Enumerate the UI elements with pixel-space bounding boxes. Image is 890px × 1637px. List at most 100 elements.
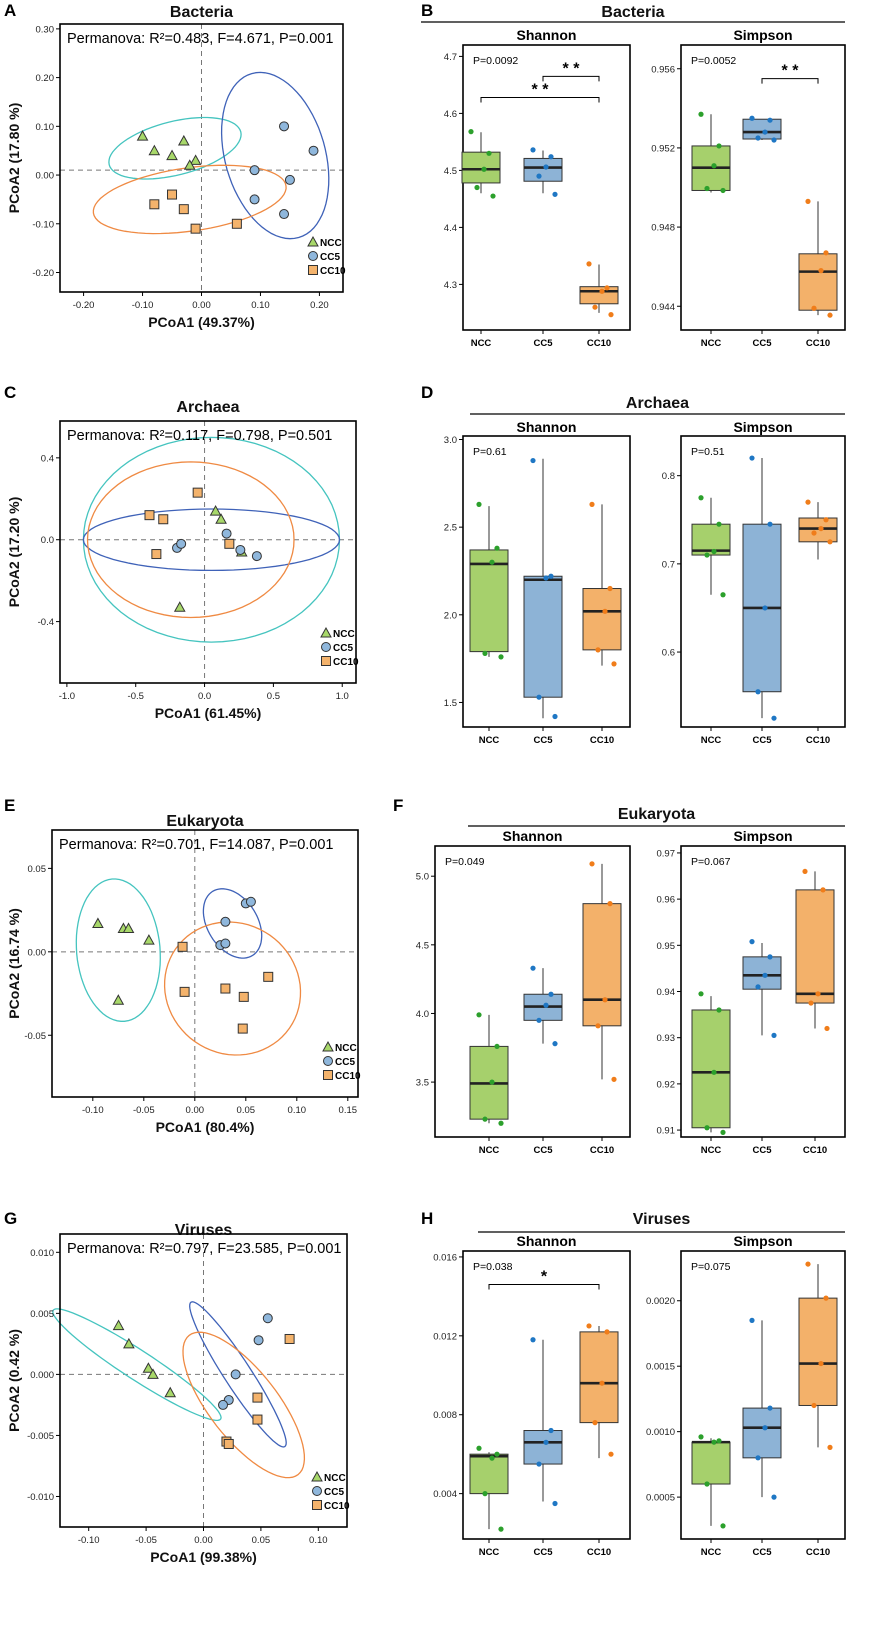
sample-point-cc5 <box>762 129 768 135</box>
box-cc10 <box>798 1297 838 1406</box>
alpha-diversity-panel-x-simpson: Simpson 0.6 0.7 0.8 NCC CC5 CC10 P=0.51 <box>662 419 846 746</box>
point-cc10 <box>252 1414 263 1425</box>
y-tick-label: 4.5 <box>416 940 429 951</box>
legend-marker-cc10 <box>308 265 318 275</box>
x-category-label: NCC <box>701 735 722 746</box>
index-subtitle: Shannon <box>517 1233 577 1249</box>
x-tick-label: 0.15 <box>339 1105 358 1116</box>
panel-letter: H <box>421 1209 433 1228</box>
x-category-label: NCC <box>701 338 722 349</box>
sample-point-cc5 <box>771 137 777 143</box>
x-category-label: NCC <box>479 735 500 746</box>
sample-point-cc10 <box>818 525 824 532</box>
sample-point-ncc <box>716 521 722 527</box>
plot-frame <box>59 420 357 684</box>
plot-frame <box>51 829 359 1098</box>
p-value: P=0.51 <box>691 446 725 458</box>
box-cc10 <box>798 517 838 543</box>
point-ncc <box>123 1337 135 1349</box>
sample-point-cc10 <box>604 1329 610 1335</box>
confidence-ellipse-ncc <box>75 878 161 1022</box>
x-tick-label: -0.5 <box>128 691 144 702</box>
y-tick-label: 1.5 <box>444 698 457 709</box>
sample-point-cc5 <box>552 1041 558 1047</box>
y-axis-title: PCoA2 (0.42 %) <box>6 1329 22 1432</box>
sample-point-cc10 <box>802 868 808 875</box>
legend-marker-cc5 <box>321 642 331 652</box>
panel-letter: B <box>421 1 433 20</box>
box-ncc <box>691 1009 731 1129</box>
sample-point-ncc <box>720 187 726 194</box>
legend-label-ncc: NCC <box>333 629 355 640</box>
sample-point-cc5 <box>530 965 536 971</box>
y-tick-label: 0.95 <box>657 941 676 952</box>
y-tick-label: 0.92 <box>657 1079 676 1090</box>
sample-point-ncc <box>489 1079 495 1085</box>
confidence-ellipse-cc5 <box>189 1301 287 1448</box>
point-ncc <box>209 505 222 516</box>
x-tick-label: 0.00 <box>192 300 211 311</box>
y-tick-label: 5.0 <box>416 872 429 883</box>
y-tick-label: -0.20 <box>32 268 54 279</box>
sample-point-ncc <box>482 1491 488 1497</box>
point-cc5 <box>262 1313 273 1324</box>
panel-letter: A <box>4 1 16 20</box>
point-cc10 <box>192 487 203 498</box>
sample-point-cc10 <box>586 261 592 267</box>
panel-title: Viruses <box>633 1211 691 1228</box>
sample-point-cc10 <box>808 1000 814 1006</box>
sample-point-cc10 <box>602 608 608 614</box>
confidence-ellipse-ncc <box>108 116 242 180</box>
point-ncc <box>142 1362 155 1373</box>
sample-point-ncc <box>476 501 482 507</box>
point-cc10 <box>144 510 155 521</box>
panel-title: Archaea <box>176 399 239 416</box>
y-tick-label: -0.010 <box>27 1492 54 1503</box>
point-cc5 <box>230 1369 241 1380</box>
sample-point-cc10 <box>827 1444 833 1450</box>
panel-letter: G <box>4 1209 17 1228</box>
x-category-label: CC5 <box>533 338 553 349</box>
box-ncc <box>469 1453 509 1495</box>
box-ncc <box>461 151 501 184</box>
index-subtitle: Simpson <box>733 27 792 43</box>
y-tick-label: 0.000 <box>30 1370 54 1381</box>
plot-frame <box>680 1250 846 1540</box>
sample-point-ncc <box>494 545 500 551</box>
legend-marker-ncc <box>322 1040 334 1052</box>
legend-marker-ncc <box>320 626 332 638</box>
x-tick-label: 0.05 <box>252 1535 271 1546</box>
y-tick-label: 0.93 <box>657 1033 676 1044</box>
y-tick-label: 4.3 <box>444 280 457 291</box>
alpha-diversity-panel-h-shannon: H Viruses Shannon 0.004 0.008 0.012 0.016 NCC CC… <box>421 1209 845 1558</box>
confidence-ellipse-cc5 <box>82 508 341 572</box>
confidence-ellipse-ncc <box>82 436 341 643</box>
y-tick-label: 3.0 <box>444 435 457 446</box>
sample-point-ncc <box>711 1439 717 1445</box>
sample-point-cc10 <box>805 1261 811 1267</box>
box-ncc <box>691 1441 731 1485</box>
y-tick-label: 4.5 <box>444 166 457 177</box>
point-ncc <box>112 1319 125 1331</box>
box-cc10 <box>579 286 619 305</box>
sample-point-cc5 <box>767 954 773 960</box>
legend-marker-cc5 <box>323 1056 333 1066</box>
point-ncc <box>183 159 196 170</box>
x-axis-title: PCoA1 (80.4%) <box>156 1119 255 1135</box>
plot-frame <box>434 845 631 1138</box>
sample-point-cc10 <box>820 887 826 893</box>
permanova-annotation: Permanova: R²=0.483, F=4.671, P=0.001 <box>67 31 333 47</box>
y-tick-label: 0.016 <box>433 1252 457 1263</box>
point-cc5 <box>284 174 295 185</box>
x-tick-label: -0.10 <box>78 1535 100 1546</box>
sample-point-ncc <box>720 1523 726 1529</box>
plot-frame <box>462 435 631 728</box>
box-cc10 <box>798 253 838 311</box>
sample-point-cc10 <box>589 501 595 507</box>
point-cc5 <box>253 1335 264 1346</box>
x-category-label: NCC <box>479 1547 500 1558</box>
panel-title: Eukaryota <box>618 806 695 823</box>
y-tick-label: 0.7 <box>662 559 675 570</box>
confidence-ellipse-cc10 <box>163 921 302 1056</box>
sample-point-cc5 <box>755 135 761 141</box>
